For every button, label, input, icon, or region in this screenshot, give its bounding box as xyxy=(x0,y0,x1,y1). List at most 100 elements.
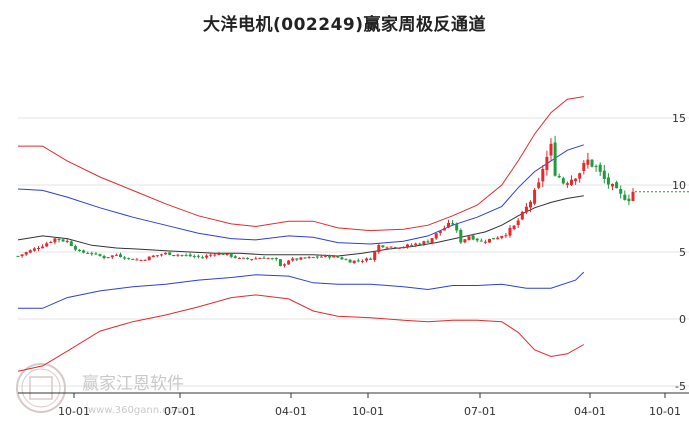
y-tick-label: 15 xyxy=(672,112,686,125)
candle-up xyxy=(250,259,254,261)
candle-up xyxy=(151,255,155,258)
candle-up xyxy=(213,254,217,256)
candle-down xyxy=(336,256,340,258)
candle-up xyxy=(570,179,573,185)
candle-up xyxy=(205,255,209,258)
candle-down xyxy=(295,258,299,260)
candle-down xyxy=(557,176,561,178)
candle-up xyxy=(324,255,327,257)
candle-down xyxy=(196,255,200,257)
candle-up xyxy=(365,258,368,261)
candle-down xyxy=(328,255,332,258)
candle-down xyxy=(86,252,90,254)
x-tick-label: 10-01 xyxy=(352,405,384,418)
candle-down xyxy=(119,254,122,257)
candle-down xyxy=(344,259,348,261)
candle-down xyxy=(73,246,77,250)
candle-down xyxy=(381,245,385,248)
candle-down xyxy=(278,259,282,266)
y-tick-label: 5 xyxy=(679,246,686,259)
candle-up xyxy=(307,257,311,258)
candle-down xyxy=(98,254,102,256)
candle-up xyxy=(217,253,221,255)
candle-up xyxy=(258,258,262,260)
candle-down xyxy=(90,253,94,255)
grid-lines xyxy=(18,117,689,387)
candle-up xyxy=(373,251,377,261)
y-tick-label: -5 xyxy=(675,380,686,393)
candle-up xyxy=(319,256,323,258)
candle-down xyxy=(82,250,86,253)
candle-down xyxy=(168,252,172,255)
candle-up xyxy=(463,239,467,243)
candle-up xyxy=(49,242,53,243)
candle-down xyxy=(619,189,623,194)
candle-up xyxy=(631,191,635,201)
candle-up xyxy=(114,254,118,256)
candlesticks xyxy=(16,135,635,268)
candle-up xyxy=(283,264,286,266)
candle-up xyxy=(500,236,504,238)
candle-up xyxy=(508,227,512,236)
candle-up xyxy=(352,260,356,264)
x-axis xyxy=(18,392,689,398)
candle-up xyxy=(385,247,389,249)
x-tick-label: 10-01 xyxy=(649,405,681,418)
candle-down xyxy=(475,238,479,241)
candle-down xyxy=(590,159,594,167)
candle-up xyxy=(611,184,614,187)
x-tick-label: 07-01 xyxy=(464,405,496,418)
candle-down xyxy=(356,260,360,262)
candle-up xyxy=(586,159,590,165)
candle-down xyxy=(94,253,98,255)
candle-up xyxy=(37,248,40,249)
band-inner-upper xyxy=(17,144,584,245)
candle-up xyxy=(488,238,491,243)
candle-down xyxy=(270,258,274,260)
candle-down xyxy=(127,258,131,260)
candle-up xyxy=(32,248,36,251)
candle-down xyxy=(602,170,606,179)
candle-up xyxy=(574,178,578,182)
y-tick-label: 0 xyxy=(679,313,686,326)
candle-up xyxy=(438,230,442,234)
candle-up xyxy=(389,246,393,248)
candle-up xyxy=(520,211,524,220)
candle-down xyxy=(246,258,250,259)
candle-down xyxy=(201,257,204,259)
candle-up xyxy=(397,247,401,249)
band-outer-upper xyxy=(18,96,584,232)
candle-up xyxy=(20,254,24,257)
candle-up xyxy=(360,260,364,262)
candle-up xyxy=(143,259,147,261)
candle-up xyxy=(176,254,180,256)
candle-up xyxy=(172,255,176,256)
watermark: 赢家江恩软件 www.360gann.com xyxy=(16,363,184,416)
channel-bands xyxy=(17,96,585,372)
candle-up xyxy=(516,220,520,225)
x-tick-label: 07-01 xyxy=(164,405,196,418)
candle-up xyxy=(512,225,516,230)
band-midline xyxy=(17,195,584,257)
candle-down xyxy=(561,178,565,184)
candle-up xyxy=(414,243,418,246)
candle-down xyxy=(188,254,192,257)
watermark-brand: 赢家江恩软件 xyxy=(82,374,184,394)
x-tick-label: 04-01 xyxy=(574,405,606,418)
candle-down xyxy=(315,256,319,258)
candle-up xyxy=(135,259,139,261)
candle-down xyxy=(459,229,463,243)
band-inner-lower xyxy=(18,271,585,309)
candle-up xyxy=(254,258,258,260)
candle-down xyxy=(57,238,61,240)
candle-up xyxy=(541,169,545,182)
candle-down xyxy=(192,255,196,257)
candle-up xyxy=(299,257,303,260)
candle-down xyxy=(78,249,81,251)
candle-down xyxy=(410,244,414,246)
candle-down xyxy=(598,164,602,172)
candle-down xyxy=(274,258,278,260)
candle-up xyxy=(65,240,69,242)
candle-up xyxy=(160,254,163,256)
